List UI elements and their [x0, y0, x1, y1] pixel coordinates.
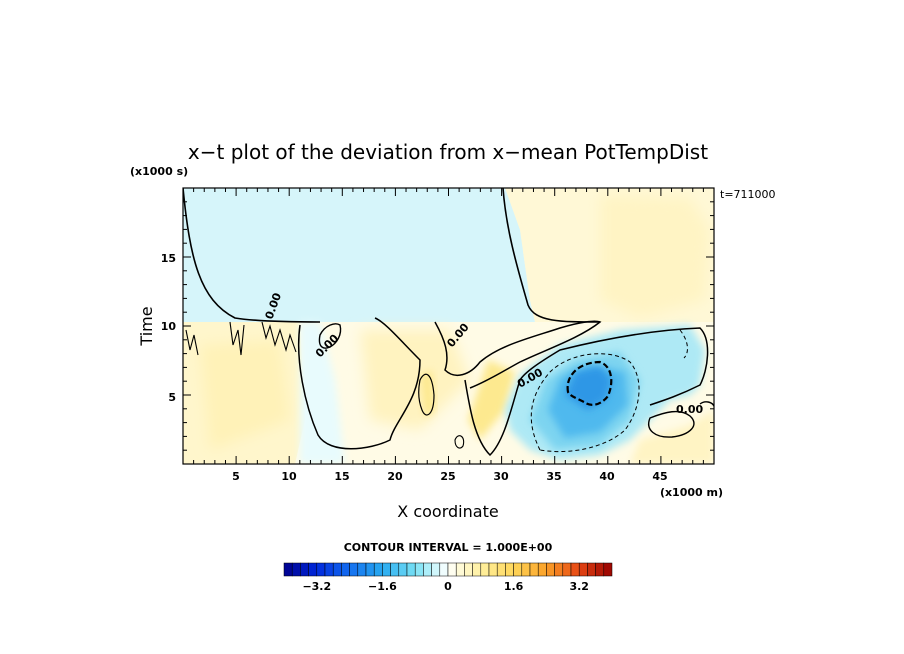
x-tick-label: 40	[599, 470, 615, 483]
y-tick-labels: 5 10 15	[161, 252, 177, 404]
colorbar-swatch	[324, 562, 334, 577]
colorbar-swatch	[357, 562, 367, 577]
colorbar-swatch	[308, 562, 318, 577]
colorbar-swatch	[578, 562, 588, 577]
colorbar-tick-label: 0	[444, 580, 452, 593]
y-tick-label: 15	[161, 252, 176, 265]
y-axis-title: Time	[137, 306, 156, 346]
colorbar-swatch	[603, 562, 613, 577]
colorbar-swatch	[595, 562, 605, 577]
colorbar-swatch	[398, 562, 408, 577]
colorbar-tick-labels: −3.2 −1.6 0 1.6 3.2	[302, 580, 589, 593]
colorbar-swatch	[300, 562, 309, 577]
colorbar-swatch	[496, 562, 506, 577]
colorbar-swatch	[341, 562, 350, 577]
colorbar-swatch	[332, 562, 342, 577]
axis-ticks	[182, 187, 715, 465]
colorbar-swatch	[570, 562, 580, 577]
colorbar-tick-label: −1.6	[368, 580, 397, 593]
colorbar-swatch	[529, 562, 539, 577]
colorbar-swatch	[365, 562, 375, 577]
colorbar-swatch	[439, 562, 449, 577]
colorbar-swatch	[283, 562, 293, 577]
contour-lines	[183, 188, 714, 457]
colorbar	[283, 562, 613, 577]
colorbar-swatch	[562, 562, 572, 577]
colorbar-swatch	[464, 562, 473, 577]
x-tick-label: 35	[546, 470, 561, 483]
time-stamp: t=711000	[720, 188, 776, 201]
x-tick-labels: 5 10 15 20 25 30 35 40 45	[232, 470, 667, 483]
contour-label: 0.00	[676, 403, 703, 416]
colorbar-tick-label: −3.2	[302, 580, 331, 593]
x-tick-label: 45	[652, 470, 667, 483]
colorbar-tick-label: 3.2	[569, 580, 589, 593]
colorbar-swatch	[316, 562, 326, 577]
colorbar-swatch	[414, 562, 424, 577]
colorbar-swatch	[554, 562, 564, 577]
x-tick-label: 10	[281, 470, 297, 483]
colorbar-swatch	[382, 562, 391, 577]
x-tick-label: 30	[493, 470, 509, 483]
heatmap-field	[183, 188, 714, 464]
y-tick-label: 10	[161, 320, 177, 333]
colorbar-swatch	[488, 562, 498, 577]
colorbar-swatch	[447, 562, 457, 577]
contour-interval-label: CONTOUR INTERVAL = 1.000E+00	[344, 541, 553, 554]
x-unit-label: (x1000 m)	[660, 486, 723, 499]
y-tick-label: 5	[168, 391, 176, 404]
colorbar-swatch	[521, 562, 531, 577]
x-tick-label: 20	[387, 470, 403, 483]
colorbar-swatch	[349, 562, 359, 577]
colorbar-swatch	[291, 562, 301, 577]
colorbar-swatch	[513, 562, 523, 577]
colorbar-swatch	[587, 562, 596, 577]
colorbar-swatch	[546, 562, 555, 577]
colorbar-swatch	[537, 562, 547, 577]
colorbar-swatch	[472, 562, 482, 577]
chart-title: x−t plot of the deviation from x−mean Po…	[188, 140, 708, 164]
colorbar-swatch	[423, 562, 432, 577]
colorbar-swatch	[373, 562, 383, 577]
colorbar-swatch	[480, 562, 490, 577]
x-axis-title: X coordinate	[397, 502, 498, 521]
colorbar-tick-label: 1.6	[504, 580, 524, 593]
colorbar-swatch	[390, 562, 400, 577]
y-unit-label: (x1000 s)	[130, 165, 188, 178]
x-tick-label: 15	[334, 470, 349, 483]
x-tick-label: 25	[440, 470, 455, 483]
colorbar-swatch	[431, 562, 441, 577]
colorbar-swatch	[505, 562, 514, 577]
colorbar-swatch	[406, 562, 416, 577]
colorbar-swatch	[455, 562, 465, 577]
x-tick-label: 5	[232, 470, 240, 483]
